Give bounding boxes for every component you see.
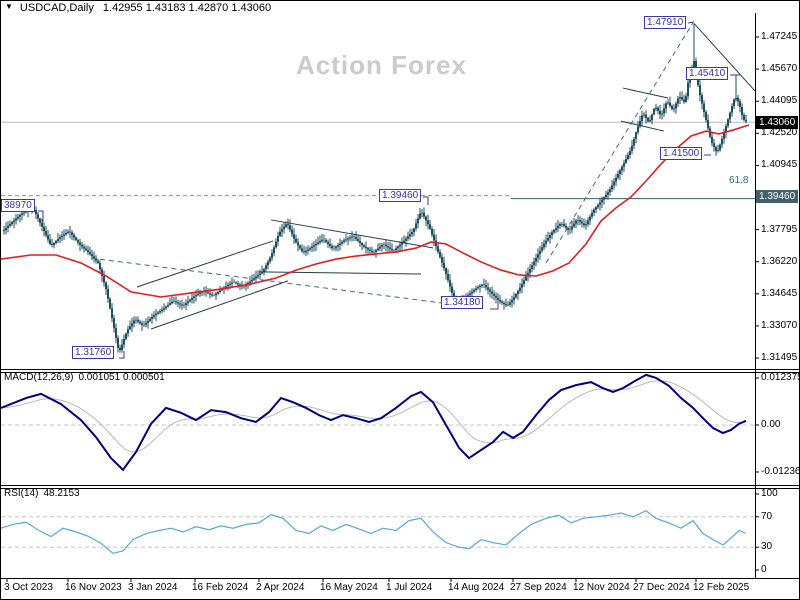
macd-axis-label: 0.012375 <box>761 372 800 383</box>
price-axis-label: 1.33070 <box>761 320 798 331</box>
fib-61-8-label: 61.8 <box>729 175 749 187</box>
price-label-1.41500: 1.41500 <box>660 147 703 160</box>
price-label-tail <box>687 21 695 24</box>
dropdown-arrow-icon[interactable]: ▼ <box>5 2 13 11</box>
moving-average-line <box>1 124 750 298</box>
price-label-1.31760: 1.31760 <box>72 346 115 359</box>
date-axis-label: 27 Sep 2024 <box>510 582 567 593</box>
ohlc-values: 1.42955 1.43183 1.42870 1.43060 <box>102 2 272 14</box>
date-axis-label: 12 Feb 2025 <box>693 582 750 593</box>
macd-values: 0.001051 0.000501 <box>78 372 165 383</box>
price-axis-label: 1.45670 <box>761 63 798 74</box>
price-axis-label: 1.31495 <box>761 352 798 363</box>
price-axis-label: 1.44095 <box>761 95 798 106</box>
price-label-1.47910: 1.47910 <box>644 16 687 29</box>
macd-axis-label: 0.00 <box>761 419 781 430</box>
date-axis-label: 3 Jan 2024 <box>128 582 178 593</box>
rsi-value: 48.2153 <box>43 488 80 499</box>
trendline <box>150 280 289 330</box>
date-axis-label: 16 May 2024 <box>320 582 378 593</box>
price-axis-label: 1.47245 <box>761 31 798 42</box>
date-axis-label: 12 Nov 2024 <box>573 582 630 593</box>
price-axis-label: 1.36220 <box>761 256 798 267</box>
price-label-1.45410: 1.45410 <box>686 67 729 80</box>
price-label-tail <box>423 196 429 205</box>
trendline <box>622 87 669 99</box>
dashed-trendline <box>545 22 694 264</box>
date-axis-label: 3 Oct 2023 <box>4 582 53 593</box>
rsi-line <box>1 510 747 554</box>
trendline <box>136 240 274 288</box>
price-label-tail <box>490 301 499 310</box>
macd-axis-label: -0.012367 <box>761 466 800 477</box>
trendline <box>270 219 434 249</box>
rsi-axis-label: 0 <box>761 564 767 575</box>
price-badge-1.39460: 1.39460 <box>756 190 799 203</box>
macd-indicator-title: MACD(12,26,9) 0.001051 0.000501 <box>4 372 170 383</box>
price-label-tail <box>119 351 125 359</box>
date-axis-label: 16 Feb 2024 <box>192 582 249 593</box>
price-label-1.39460: 1.39460 <box>379 189 422 202</box>
macd-name: MACD(12,26,9) <box>4 372 74 383</box>
date-axis-label: 27 Dec 2024 <box>633 582 690 593</box>
price-label-tail <box>38 210 44 222</box>
rsi-name: RSI(14) <box>4 488 39 499</box>
trendline <box>693 23 756 92</box>
date-axis-label: 2 Apr 2024 <box>256 582 305 593</box>
price-axis-label: 1.42520 <box>761 127 798 138</box>
trendline <box>258 271 422 275</box>
rsi-axis-label: 100 <box>761 488 778 499</box>
trendline <box>620 120 665 132</box>
price-label-38970: 38970 <box>1 199 35 212</box>
macd-signal-line <box>1 380 746 453</box>
date-axis-label: 16 Nov 2023 <box>65 582 122 593</box>
price-axis-label: 1.37795 <box>761 224 798 235</box>
price-badge-1.43060: 1.43060 <box>756 116 799 129</box>
symbol-period-label: USDCAD,Daily <box>19 2 94 14</box>
rsi-axis-label: 30 <box>761 541 773 552</box>
price-axis-label: 1.34645 <box>761 288 798 299</box>
price-label-1.34180: 1.34180 <box>441 296 484 309</box>
title-bar: ▼ USDCAD,Daily 1.42955 1.43183 1.42870 1.4… <box>5 2 271 14</box>
rsi-indicator-title: RSI(14) 48.2153 <box>4 488 85 499</box>
date-axis-label: 1 Jul 2024 <box>386 582 433 593</box>
dashed-trendline <box>90 257 452 305</box>
price-axis-label: 1.40945 <box>761 159 798 170</box>
macd-main-line <box>1 373 747 472</box>
date-axis-label: 14 Aug 2024 <box>448 582 505 593</box>
watermark: Action Forex <box>296 50 467 80</box>
rsi-axis-label: 70 <box>761 511 773 522</box>
